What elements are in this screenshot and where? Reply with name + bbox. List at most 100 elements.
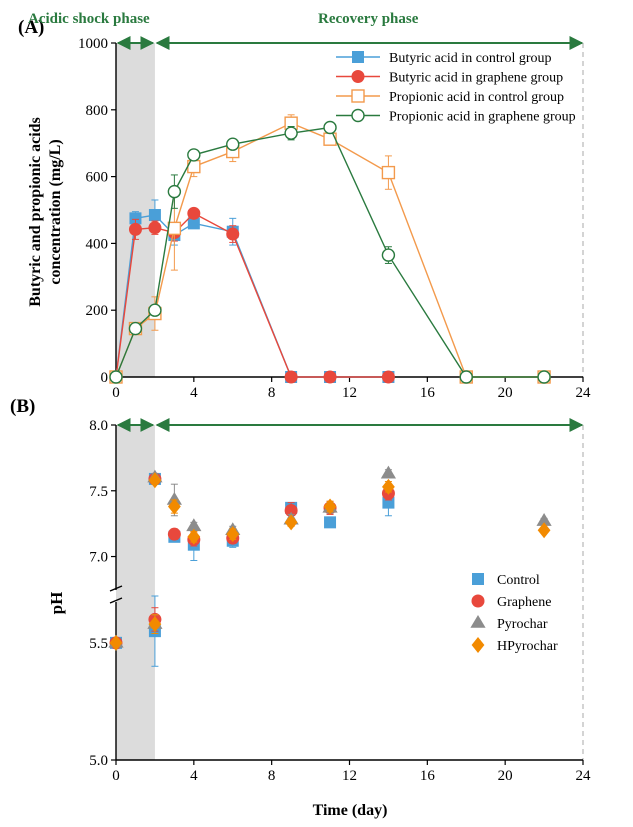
panel-b-xtick-label: 4 (190, 768, 198, 784)
legend-marker (470, 615, 486, 628)
data-point (167, 184, 182, 199)
panel-a-label: (A) (18, 17, 44, 38)
panel-a-ylabel-line1: Butyric and propionic acids (27, 117, 44, 307)
panel-a-xtick-label: 0 (112, 385, 120, 401)
panel-a-ytick-label: 200 (86, 303, 109, 319)
data-point (284, 126, 298, 140)
data-point (381, 370, 395, 384)
data-point (459, 370, 473, 384)
panel-b-xtick-label: 12 (342, 768, 357, 784)
data-point (380, 465, 397, 479)
axis-break-mark (109, 585, 123, 592)
data-point (148, 616, 162, 633)
legend-label: Graphene (497, 595, 551, 610)
data-point (284, 514, 298, 531)
panel-a-xtick-label: 24 (576, 385, 592, 401)
data-point (284, 504, 298, 517)
data-point (167, 527, 181, 541)
legend-marker (351, 70, 365, 83)
data-point (128, 222, 142, 236)
panel-b-ytick-label: 5.5 (89, 636, 108, 652)
data-point (128, 321, 143, 336)
data-point (284, 370, 298, 384)
panel-b-ytick-label: 8.0 (89, 418, 108, 434)
data-point (148, 472, 162, 489)
legend-marker (351, 89, 365, 103)
panel-b-label: (B) (10, 396, 35, 417)
data-point (226, 137, 240, 151)
panel-b-xtick-label: 16 (420, 768, 436, 784)
panel-a-xtick-label: 8 (268, 385, 276, 401)
panel-b-legend: Control Graphene Pyrochar HPyrochar (470, 573, 558, 654)
data-point (324, 516, 337, 529)
data-point (382, 478, 395, 495)
data-point (148, 221, 162, 235)
axis-break-mark (109, 597, 123, 604)
panel-b-xtick-label: 24 (576, 768, 592, 784)
panel-b-series-4 (109, 472, 551, 651)
legend-label: Butyric acid in control group (389, 51, 552, 66)
data-point (148, 303, 162, 317)
legend-label: Butyric acid in graphene group (389, 71, 563, 86)
data-point (537, 370, 551, 384)
legend-marker (471, 637, 485, 653)
panel-a-xtick-label: 20 (498, 385, 513, 401)
legend-marker (352, 51, 364, 63)
panel-a-series-4 (109, 120, 551, 384)
panel-a-ytick-label: 600 (86, 170, 109, 186)
panel-b-plot: 5.0 5.5 7.0 7.5 8.0 0 4 8 12 16 20 24 Control Graphen… (89, 418, 591, 784)
data-point (226, 526, 240, 543)
series-line (115, 122, 545, 378)
panel-a-xtick-label: 12 (342, 385, 357, 401)
data-point (381, 248, 396, 262)
panel-a-legend: Butyric acid in control group Butyric aci… (336, 51, 576, 125)
data-point (167, 498, 181, 515)
panel-b-xlabel: Time (day) (313, 802, 388, 819)
data-point (148, 209, 161, 222)
panel-a-xtick-label: 16 (420, 385, 436, 401)
data-point (129, 212, 142, 225)
data-point (167, 221, 182, 236)
data-point (381, 165, 396, 180)
panel-b-ytick-label: 7.0 (89, 550, 108, 566)
panel-a-ytick-label: 0 (101, 370, 109, 386)
legend-label: Control (497, 573, 540, 588)
data-point (323, 132, 337, 146)
panel-a-xtick-label: 4 (190, 385, 198, 401)
panel-b-ytick-label: 7.5 (89, 484, 108, 500)
legend-marker (471, 594, 485, 608)
panel-a-ytick-label: 800 (86, 103, 109, 119)
data-point (109, 634, 123, 651)
data-point (536, 513, 552, 526)
panel-b-ytick-label: 5.0 (89, 753, 108, 769)
legend-label: Propionic acid in control group (389, 90, 564, 105)
legend-label: Pyrochar (497, 617, 548, 632)
panel-a-plot: 0 200 400 600 800 1000 0 4 8 12 16 20 24 Butyric acid… (78, 36, 591, 401)
panel-b-ylabel: pH (47, 592, 66, 615)
legend-marker (472, 573, 484, 585)
data-point (187, 217, 200, 230)
series-line (115, 126, 545, 378)
panel-a-ytick-label: 400 (86, 236, 109, 252)
data-point (187, 528, 201, 545)
recovery-phase-label: Recovery phase (318, 11, 419, 27)
data-point (323, 370, 337, 384)
panel-b-xtick-label: 20 (498, 768, 513, 784)
data-point (537, 522, 551, 539)
data-point (323, 120, 337, 135)
legend-marker (351, 108, 365, 123)
acidic-phase-label: Acidic shock phase (28, 11, 150, 27)
panel-a-ylabel-line2: concentration (mg/L) (47, 139, 64, 284)
panel-a-ytick-label: 1000 (78, 36, 108, 52)
panel-b-xtick-label: 0 (112, 768, 120, 784)
data-point (226, 227, 240, 241)
data-point (187, 148, 201, 162)
panel-b-series-3 (108, 465, 552, 648)
data-point (166, 491, 182, 505)
legend-label: Propionic acid in graphene group (389, 110, 576, 125)
data-point (109, 370, 123, 384)
legend-label: HPyrochar (497, 639, 558, 654)
panel-b-xtick-label: 8 (268, 768, 276, 784)
panel-a-series-3 (109, 114, 551, 384)
